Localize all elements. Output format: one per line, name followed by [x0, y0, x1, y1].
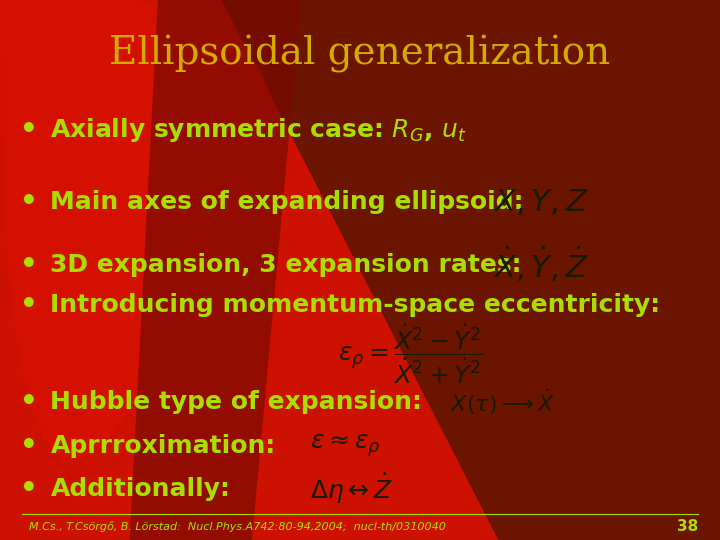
Text: •: •: [20, 116, 37, 144]
Text: •: •: [20, 388, 37, 416]
Text: Hubble type of expansion:: Hubble type of expansion:: [50, 390, 422, 414]
Text: Aprrroximation:: Aprrroximation:: [50, 434, 276, 457]
Text: $\varepsilon \approx \varepsilon_\rho$: $\varepsilon \approx \varepsilon_\rho$: [310, 432, 380, 459]
Text: $X, Y, Z$: $X, Y, Z$: [493, 187, 589, 218]
Text: Additionally:: Additionally:: [50, 477, 230, 501]
Text: $\Delta\eta \leftrightarrow \dot{Z}$: $\Delta\eta \leftrightarrow \dot{Z}$: [310, 471, 393, 506]
Text: Introducing momentum-space eccentricity:: Introducing momentum-space eccentricity:: [50, 293, 660, 317]
Text: •: •: [20, 251, 37, 279]
Text: 38: 38: [677, 519, 698, 534]
Text: •: •: [20, 291, 37, 319]
PathPatch shape: [0, 0, 274, 458]
Text: •: •: [20, 188, 37, 217]
Text: $X(\tau) \longrightarrow \dot{X}$: $X(\tau) \longrightarrow \dot{X}$: [450, 387, 555, 417]
Text: $\varepsilon_\rho = \dfrac{\dot{X}^2 - \dot{Y}^2}{\dot{X}^2 + \dot{Y}^2}$: $\varepsilon_\rho = \dfrac{\dot{X}^2 - \…: [338, 322, 484, 386]
Text: 3D expansion, 3 expansion rates:: 3D expansion, 3 expansion rates:: [50, 253, 522, 276]
Text: Axially symmetric case: $R_G$, $u_t$: Axially symmetric case: $R_G$, $u_t$: [50, 116, 467, 144]
PathPatch shape: [216, 0, 720, 540]
Text: M.Cs., T.Csörgő, B. Lörstad:  Nucl.Phys.A742:80-94,2004;  nucl-th/0310040: M.Cs., T.Csörgő, B. Lörstad: Nucl.Phys.A…: [29, 521, 446, 532]
Text: •: •: [20, 431, 37, 460]
Text: Ellipsoidal generalization: Ellipsoidal generalization: [109, 35, 611, 73]
Text: $\dot{X}, \dot{Y}, \dot{Z}$: $\dot{X}, \dot{Y}, \dot{Z}$: [493, 245, 589, 285]
Text: Main axes of expanding ellipsoid:: Main axes of expanding ellipsoid:: [50, 191, 524, 214]
Text: •: •: [20, 475, 37, 503]
PathPatch shape: [130, 0, 302, 540]
